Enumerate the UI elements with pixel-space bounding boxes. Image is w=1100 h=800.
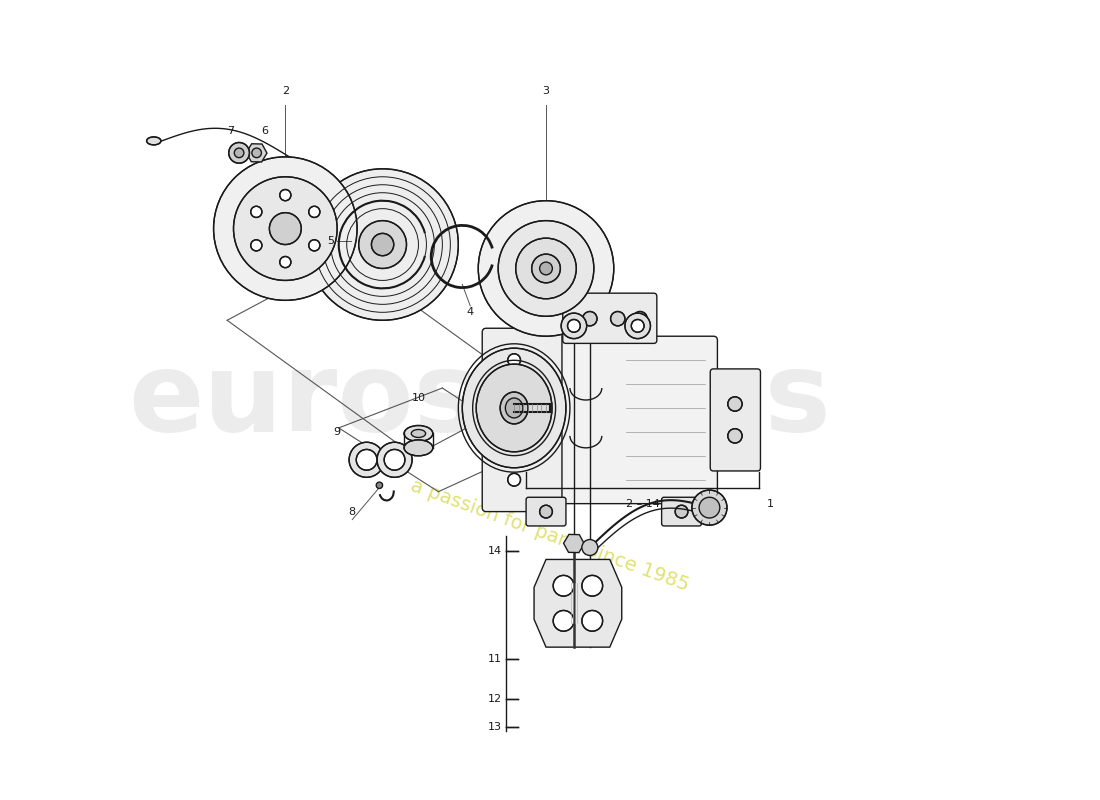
Text: 3: 3	[542, 86, 550, 96]
Text: 6: 6	[261, 126, 268, 135]
FancyBboxPatch shape	[518, 336, 717, 504]
Circle shape	[213, 157, 358, 300]
Circle shape	[632, 311, 647, 326]
Ellipse shape	[476, 364, 552, 452]
Circle shape	[531, 254, 560, 283]
Text: 10: 10	[411, 394, 426, 403]
Text: 12: 12	[488, 694, 503, 704]
Circle shape	[583, 311, 597, 326]
Circle shape	[372, 234, 394, 256]
Circle shape	[233, 177, 337, 281]
Circle shape	[610, 311, 625, 326]
Circle shape	[692, 490, 727, 525]
Circle shape	[376, 482, 383, 489]
Ellipse shape	[146, 137, 161, 145]
Circle shape	[349, 442, 384, 478]
Circle shape	[270, 213, 301, 245]
Circle shape	[377, 442, 412, 478]
Circle shape	[582, 539, 597, 555]
Circle shape	[251, 240, 262, 251]
Circle shape	[675, 506, 688, 518]
Text: 2: 2	[282, 86, 289, 96]
Text: 14: 14	[488, 546, 503, 557]
Circle shape	[307, 169, 459, 320]
Text: 1: 1	[767, 498, 773, 509]
Circle shape	[279, 190, 290, 201]
Circle shape	[631, 319, 645, 332]
Text: a passion for parts since 1985: a passion for parts since 1985	[408, 476, 692, 595]
Ellipse shape	[500, 392, 528, 424]
Circle shape	[384, 450, 405, 470]
Circle shape	[728, 429, 743, 443]
Circle shape	[568, 319, 581, 332]
FancyBboxPatch shape	[526, 498, 565, 526]
FancyBboxPatch shape	[563, 293, 657, 343]
Circle shape	[625, 313, 650, 338]
Polygon shape	[535, 559, 622, 647]
Circle shape	[540, 262, 552, 275]
Text: 5: 5	[328, 235, 334, 246]
Text: 4: 4	[466, 307, 474, 318]
Circle shape	[478, 201, 614, 336]
Circle shape	[309, 206, 320, 218]
Ellipse shape	[404, 440, 432, 456]
Circle shape	[279, 257, 290, 268]
FancyBboxPatch shape	[482, 328, 562, 512]
Circle shape	[234, 148, 244, 158]
Circle shape	[508, 354, 520, 366]
FancyBboxPatch shape	[711, 369, 760, 471]
Ellipse shape	[404, 426, 432, 442]
Text: 7: 7	[228, 126, 234, 135]
Circle shape	[561, 313, 586, 338]
Text: 2 – 14: 2 – 14	[626, 498, 659, 509]
Circle shape	[251, 206, 262, 218]
Circle shape	[229, 142, 250, 163]
Circle shape	[540, 506, 552, 518]
Circle shape	[553, 610, 574, 631]
Text: 8: 8	[349, 506, 356, 517]
Circle shape	[582, 610, 603, 631]
Circle shape	[728, 397, 743, 411]
Circle shape	[498, 221, 594, 316]
Text: 13: 13	[488, 722, 503, 732]
Ellipse shape	[505, 398, 522, 418]
Circle shape	[508, 474, 520, 486]
Circle shape	[516, 238, 576, 298]
Ellipse shape	[411, 430, 426, 438]
Text: 11: 11	[488, 654, 503, 664]
Circle shape	[309, 240, 320, 251]
Circle shape	[356, 450, 377, 470]
Ellipse shape	[462, 348, 565, 468]
FancyBboxPatch shape	[661, 498, 702, 526]
Circle shape	[359, 221, 407, 269]
Circle shape	[700, 498, 719, 518]
Circle shape	[553, 575, 574, 596]
Text: eurospares: eurospares	[129, 346, 832, 454]
Circle shape	[252, 148, 262, 158]
Circle shape	[582, 575, 603, 596]
Text: 9: 9	[333, 427, 341, 437]
